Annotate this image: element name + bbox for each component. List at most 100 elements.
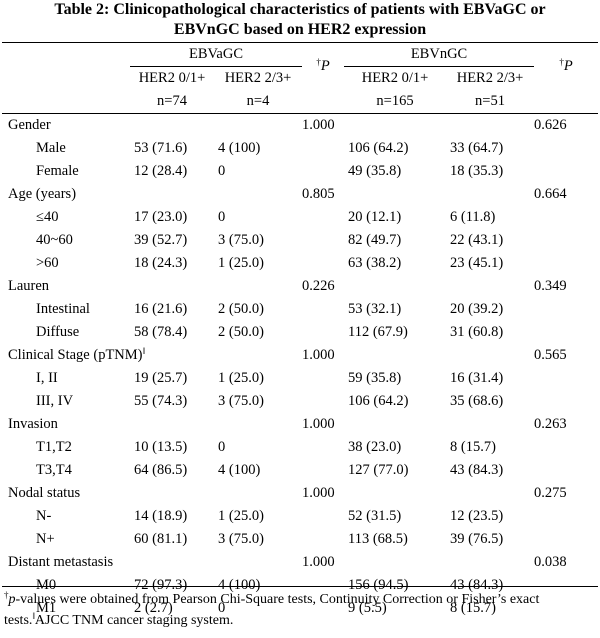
category-row: Invasion 1.000 0.263 bbox=[2, 413, 598, 436]
cell bbox=[130, 551, 214, 574]
p-value-cell: 0.038 bbox=[534, 554, 567, 570]
value-cell: 60 (81.1) bbox=[134, 531, 188, 547]
n-header: n=74 bbox=[157, 93, 187, 109]
value-cell: 9 (5.5) bbox=[348, 600, 387, 616]
cell bbox=[446, 344, 534, 367]
table-row: III, IV 55 (74.3) 3 (75.0) 106 (64.2) 35 (68… bbox=[2, 390, 598, 413]
cell bbox=[534, 528, 598, 551]
row-label: N- bbox=[36, 508, 52, 524]
cell bbox=[302, 367, 344, 390]
table-row: >60 18 (24.3) 1 (25.0) 63 (38.2) 23 (45.1) bbox=[2, 252, 598, 275]
p-value-cell: 1.000 bbox=[302, 554, 335, 570]
value-cell: 33 (64.7) bbox=[450, 140, 504, 156]
category-row: Distant metastasis 1.000 0.038 bbox=[2, 551, 598, 574]
header-row-n: n=74 n=4 n=165 n=51 bbox=[2, 90, 598, 114]
table-row: T1,T2 10 (13.5) 0 38 (23.0) 8 (15.7) bbox=[2, 436, 598, 459]
cell bbox=[130, 482, 214, 505]
value-cell: 35 (68.6) bbox=[450, 393, 504, 409]
value-cell: 4 (100) bbox=[218, 140, 261, 156]
p-value-cell: 0.565 bbox=[534, 347, 567, 363]
p-value-cell: 0.349 bbox=[534, 278, 567, 294]
row-label: Female bbox=[36, 163, 79, 179]
footnote: †p-values were obtained from Pearson Chi… bbox=[4, 589, 598, 631]
value-cell: 23 (45.1) bbox=[450, 255, 504, 271]
row-label: 40~60 bbox=[36, 232, 73, 248]
table-row: N+ 60 (81.1) 3 (75.0) 113 (68.5) 39 (76.5) bbox=[2, 528, 598, 551]
value-cell: 1 (25.0) bbox=[218, 370, 264, 386]
value-cell: 1 (25.0) bbox=[218, 255, 264, 271]
value-cell: 2 (50.0) bbox=[218, 301, 264, 317]
cell bbox=[214, 275, 302, 298]
value-cell: 49 (35.8) bbox=[348, 163, 402, 179]
footnote-line-1: †p-values were obtained from Pearson Chi… bbox=[4, 590, 540, 608]
value-cell: 113 (68.5) bbox=[348, 531, 408, 547]
cell bbox=[534, 459, 598, 482]
row-label: I, II bbox=[36, 370, 58, 386]
table-title: Table 2: Clinicopathological characteris… bbox=[0, 0, 600, 40]
cell bbox=[446, 413, 534, 436]
value-cell: 4 (100) bbox=[218, 462, 261, 478]
value-cell: 22 (43.1) bbox=[450, 232, 504, 248]
cell bbox=[344, 551, 446, 574]
cell bbox=[302, 137, 344, 160]
cell bbox=[344, 275, 446, 298]
cell bbox=[214, 114, 302, 138]
row-label: Nodal status bbox=[8, 485, 81, 501]
cell bbox=[302, 505, 344, 528]
group-ebvagc: EBVaGC bbox=[189, 46, 243, 62]
row-label: >60 bbox=[36, 255, 59, 271]
cell bbox=[302, 321, 344, 344]
value-cell: 53 (71.6) bbox=[134, 140, 188, 156]
value-cell: 0 bbox=[218, 439, 226, 455]
n-header: n=4 bbox=[246, 93, 270, 109]
value-cell: 39 (52.7) bbox=[134, 232, 188, 248]
value-cell: 18 (24.3) bbox=[134, 255, 188, 271]
value-cell: 53 (32.1) bbox=[348, 301, 402, 317]
value-cell: 38 (23.0) bbox=[348, 439, 402, 455]
p-value-cell: 0.263 bbox=[534, 416, 567, 432]
cell bbox=[130, 413, 214, 436]
value-cell: 39 (76.5) bbox=[450, 531, 504, 547]
value-cell: 18 (35.3) bbox=[450, 163, 504, 179]
cell bbox=[344, 183, 446, 206]
cell bbox=[446, 551, 534, 574]
value-cell: 2 (2.7) bbox=[134, 600, 173, 616]
value-cell: 8 (15.7) bbox=[450, 439, 496, 455]
value-cell: 43 (84.3) bbox=[450, 577, 504, 593]
cell bbox=[534, 252, 598, 275]
footnote-line-2: tests.‖AJCC TNM cancer staging system. bbox=[4, 611, 234, 629]
p-value-cell: 1.000 bbox=[302, 485, 335, 501]
value-cell: 63 (38.2) bbox=[348, 255, 402, 271]
cell bbox=[534, 160, 598, 183]
cell bbox=[302, 528, 344, 551]
table-row: I, II 19 (25.7) 1 (25.0) 59 (35.8) 16 (31.4) bbox=[2, 367, 598, 390]
cell bbox=[130, 275, 214, 298]
p-value-cell: 0.805 bbox=[302, 186, 335, 202]
row-label: Invasion bbox=[8, 416, 58, 432]
table-row: Intestinal 16 (21.6) 2 (50.0) 53 (32.1) 20 (… bbox=[2, 298, 598, 321]
table-row: Male 53 (71.6) 4 (100) 106 (64.2) 33 (64.7) bbox=[2, 137, 598, 160]
cell bbox=[344, 114, 446, 138]
category-row: Clinical Stage (pTNM)‖ 1.000 0.565 bbox=[2, 344, 598, 367]
table-row: M1 2 (2.7) 0 9 (5.5) 8 (15.7) bbox=[2, 597, 598, 620]
cell bbox=[214, 183, 302, 206]
data-table: EBVaGC †P EBVnGC †P HER2 0/1+ HER2 2/3+ … bbox=[2, 42, 599, 620]
row-label: M1 bbox=[36, 600, 57, 616]
value-cell: 106 (64.2) bbox=[348, 393, 409, 409]
header-row-cols: HER2 0/1+ HER2 2/3+ HER2 0/1+ HER2 2/3+ bbox=[2, 66, 598, 90]
col-header: HER2 0/1+ bbox=[344, 66, 447, 90]
value-cell: 1 (25.0) bbox=[218, 508, 264, 524]
cell bbox=[344, 413, 446, 436]
category-row: Gender 1.000 0.626 bbox=[2, 113, 599, 138]
value-cell: 12 (23.5) bbox=[450, 508, 504, 524]
cell bbox=[534, 367, 598, 390]
value-cell: 3 (75.0) bbox=[218, 393, 264, 409]
table-row: N- 14 (18.9) 1 (25.0) 52 (31.5) 12 (23.5) bbox=[2, 505, 598, 528]
cell bbox=[130, 114, 214, 138]
value-cell: 127 (77.0) bbox=[348, 462, 409, 478]
row-label: M0 bbox=[36, 577, 57, 593]
row-label: III, IV bbox=[36, 393, 74, 409]
p-value-cell: 0.226 bbox=[302, 278, 335, 294]
col-header: HER2 2/3+ bbox=[446, 66, 535, 90]
